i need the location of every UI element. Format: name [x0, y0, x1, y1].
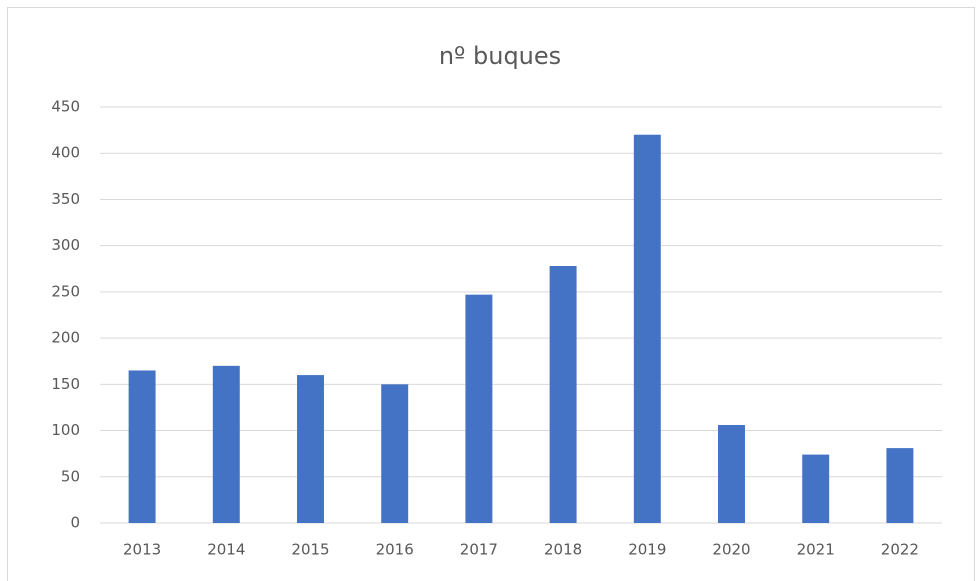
bar — [886, 448, 914, 523]
bar — [212, 365, 240, 523]
y-tick-label: 200 — [51, 329, 80, 347]
y-tick-label: 450 — [51, 98, 80, 116]
x-tick-label: 2013 — [123, 541, 161, 559]
y-tick-label: 0 — [70, 514, 80, 532]
x-tick-label: 2020 — [712, 541, 750, 559]
y-tick-label: 350 — [51, 190, 80, 208]
y-tick-label: 150 — [51, 375, 80, 393]
bar — [549, 266, 577, 523]
x-tick-label: 2016 — [376, 541, 414, 559]
x-tick-label: 2015 — [291, 541, 329, 559]
y-tick-label: 50 — [61, 467, 80, 485]
bar — [633, 134, 661, 523]
bar — [465, 294, 493, 523]
y-tick-label: 400 — [51, 144, 80, 162]
y-tick-label: 300 — [51, 236, 80, 254]
x-tick-label: 2022 — [881, 541, 919, 559]
bar — [381, 384, 409, 523]
y-tick-label: 100 — [51, 421, 80, 439]
x-tick-label: 2018 — [544, 541, 582, 559]
x-tick-label: 2019 — [628, 541, 666, 559]
bar — [802, 454, 830, 523]
x-tick-label: 2021 — [797, 541, 835, 559]
x-tick-label: 2017 — [460, 541, 498, 559]
bar — [297, 375, 324, 523]
bar — [718, 425, 745, 523]
bar — [128, 370, 156, 523]
y-tick-label: 250 — [51, 282, 80, 300]
x-tick-label: 2014 — [207, 541, 245, 559]
chart-title: nº buques — [439, 42, 561, 70]
